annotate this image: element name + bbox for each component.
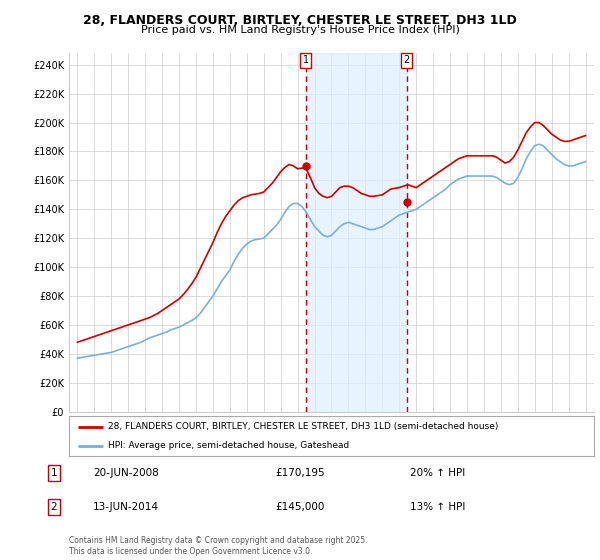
Text: 2: 2 bbox=[404, 55, 410, 66]
Text: 13-JUN-2014: 13-JUN-2014 bbox=[93, 502, 159, 512]
Text: £170,195: £170,195 bbox=[275, 468, 325, 478]
Text: 20% ↑ HPI: 20% ↑ HPI bbox=[410, 468, 466, 478]
Text: 1: 1 bbox=[302, 55, 308, 66]
Text: 28, FLANDERS COURT, BIRTLEY, CHESTER LE STREET, DH3 1LD: 28, FLANDERS COURT, BIRTLEY, CHESTER LE … bbox=[83, 14, 517, 27]
Text: 13% ↑ HPI: 13% ↑ HPI bbox=[410, 502, 466, 512]
Bar bbox=[305, 53, 407, 412]
Text: 2: 2 bbox=[50, 502, 58, 512]
Text: 20-JUN-2008: 20-JUN-2008 bbox=[93, 468, 159, 478]
Text: 1: 1 bbox=[50, 468, 58, 478]
Text: £145,000: £145,000 bbox=[275, 502, 325, 512]
Text: HPI: Average price, semi-detached house, Gateshead: HPI: Average price, semi-detached house,… bbox=[109, 441, 350, 450]
Text: 28, FLANDERS COURT, BIRTLEY, CHESTER LE STREET, DH3 1LD (semi-detached house): 28, FLANDERS COURT, BIRTLEY, CHESTER LE … bbox=[109, 422, 499, 431]
Text: Contains HM Land Registry data © Crown copyright and database right 2025.
This d: Contains HM Land Registry data © Crown c… bbox=[69, 536, 367, 556]
Text: Price paid vs. HM Land Registry's House Price Index (HPI): Price paid vs. HM Land Registry's House … bbox=[140, 25, 460, 35]
